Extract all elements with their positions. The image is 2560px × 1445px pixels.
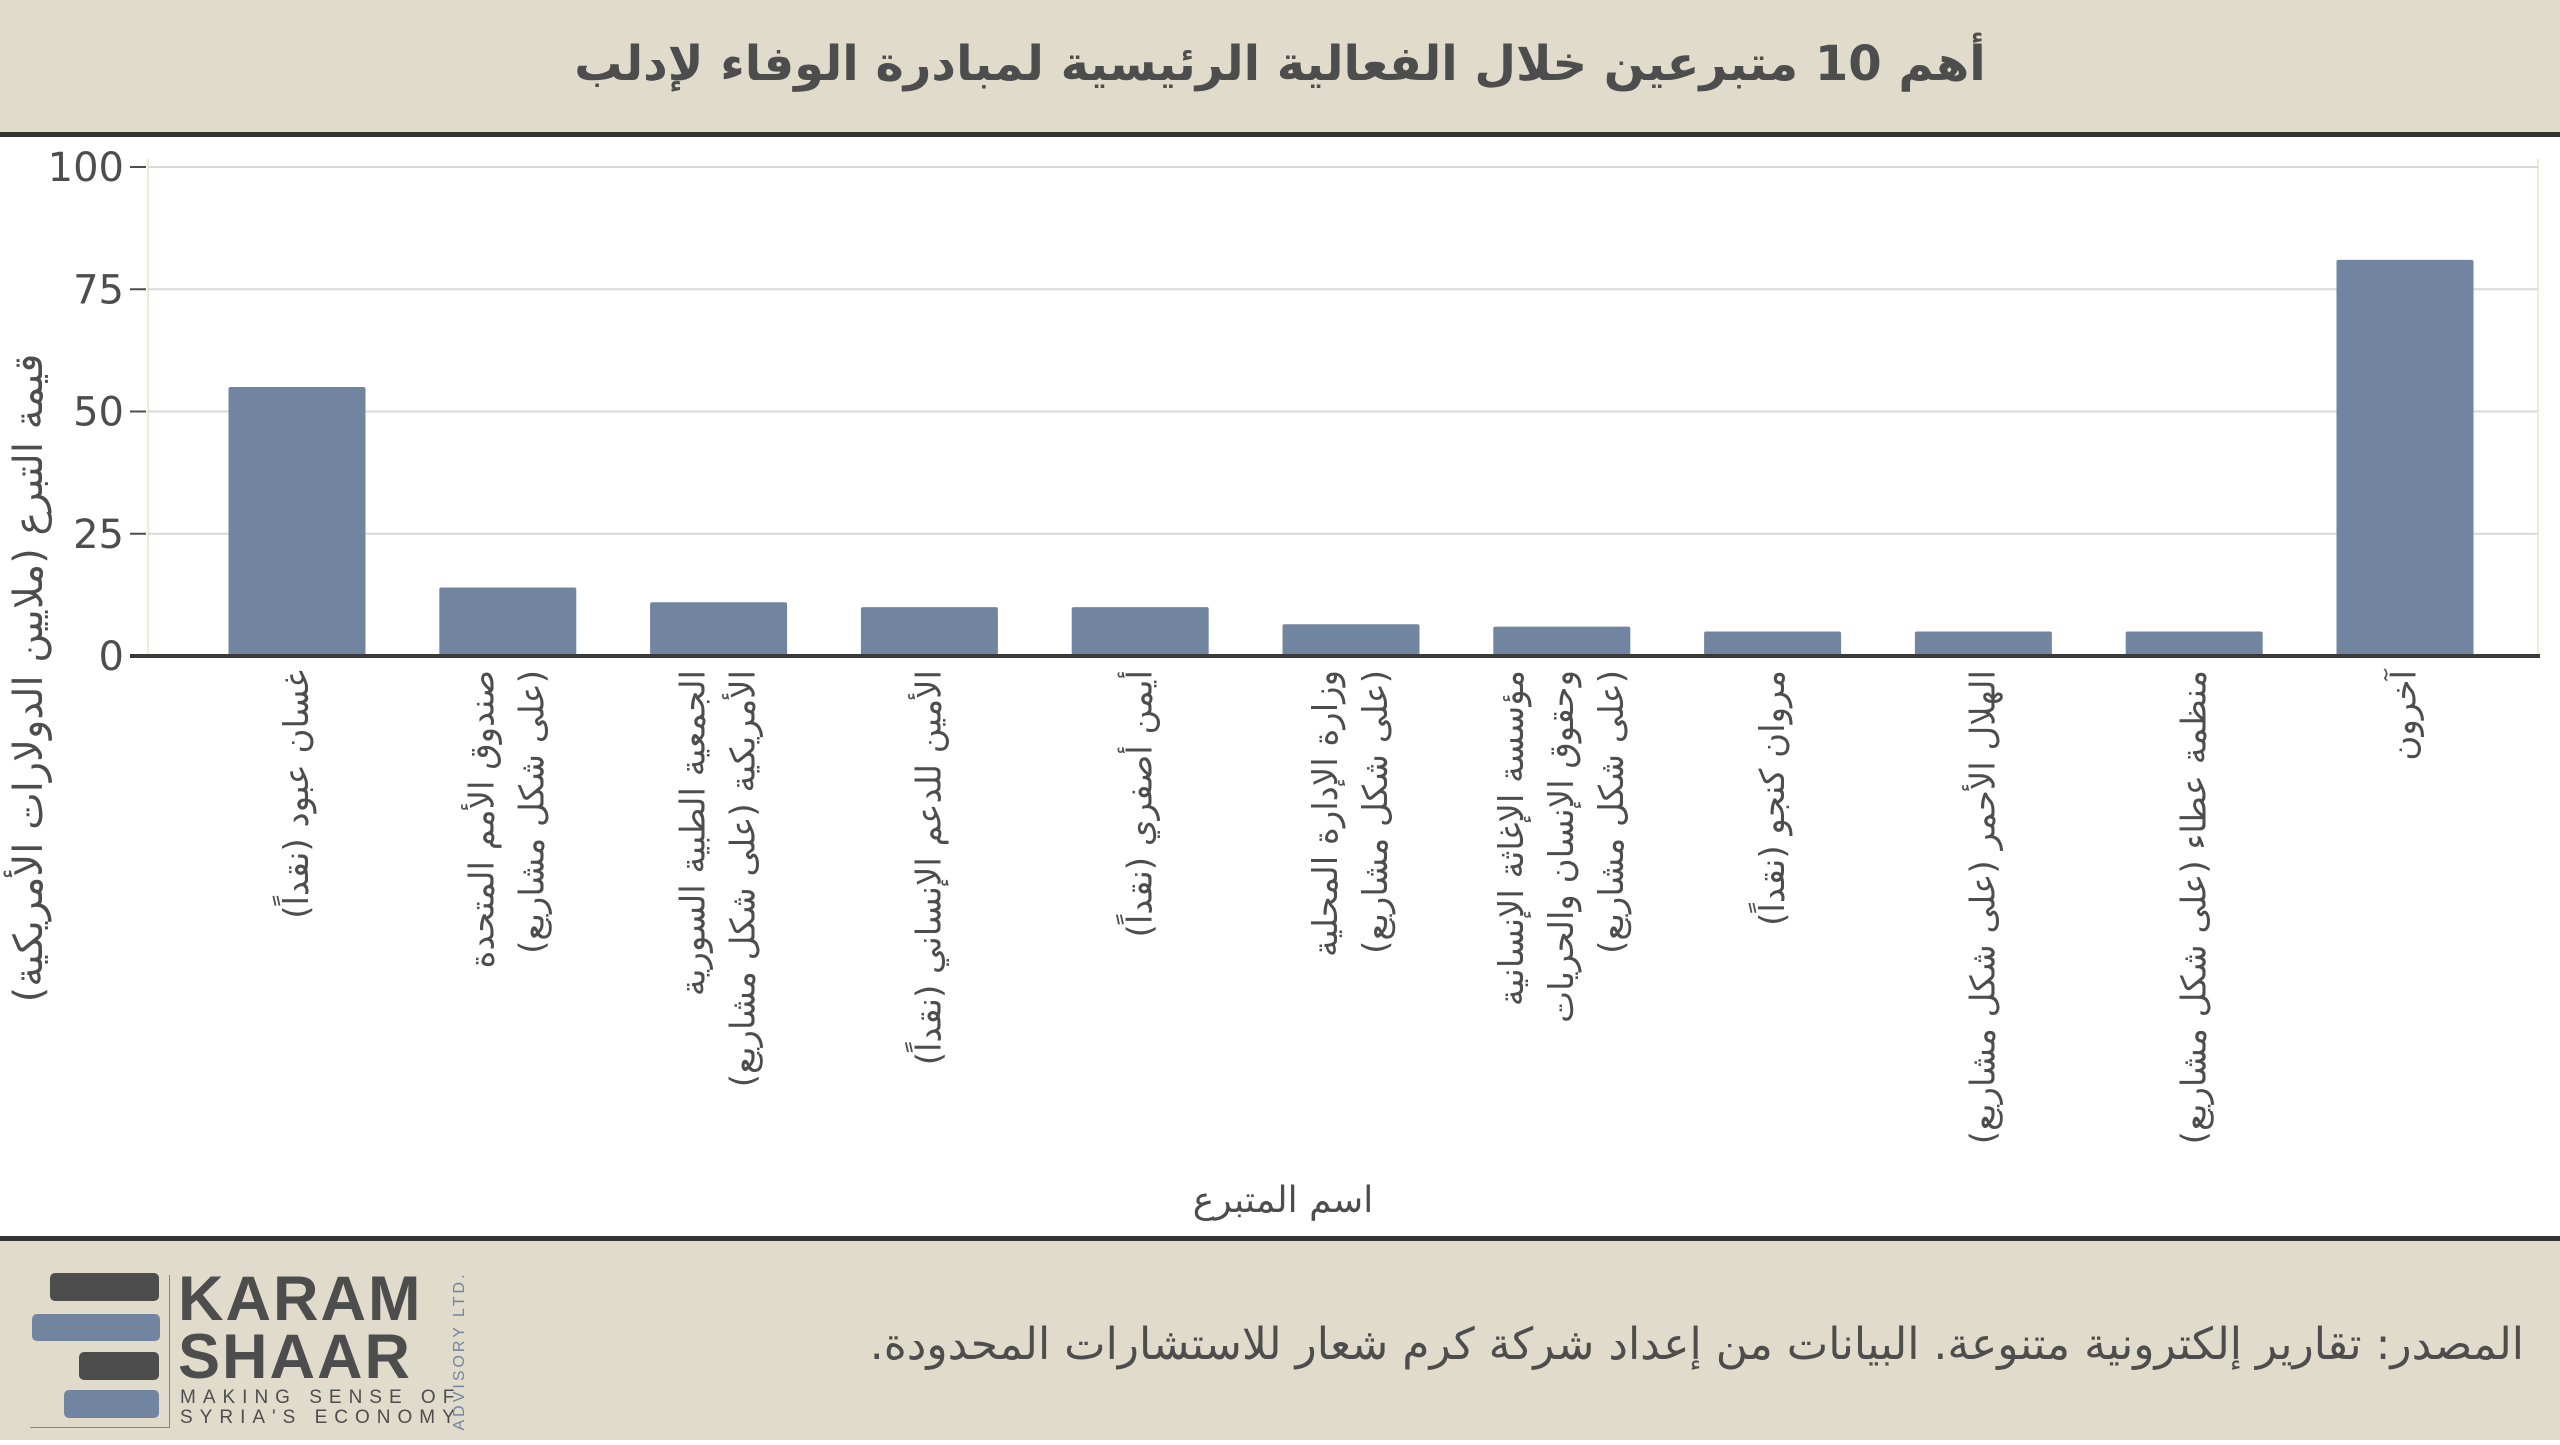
x-tick-label-line: صندوق الأمم المتحدة [462,670,503,969]
logo-karam: KARAM [178,1264,423,1334]
x-tick-label-text: صندوق الأمم المتحدة (على شكل مشاريع) [458,670,558,968]
logo-bar-3 [79,1352,159,1380]
logo-bar-4 [64,1390,159,1418]
y-tick-label: 100 [48,145,124,191]
footer: KARAM SHAAR MAKING SENSE OF SYRIA'S ECON… [0,1236,2560,1440]
bar [228,387,366,656]
bar [860,607,998,656]
x-tick-label-line: أيمن أصفري (نقداً) [1120,670,1161,938]
x-tick-label-text: مروان كنجو (نقداً) [1748,670,1798,926]
x-tick-label-text: الأمين للدعم الإنساني (نقداً) [904,670,954,1065]
x-tick-label-line: (على شكل مشاريع) [1356,670,1396,954]
x-tick-label-line: (على شكل مشاريع) [1591,670,1632,954]
x-tick-label-text: غسان عبود (نقداً) [272,670,322,919]
x-tick-label-line: الجمعية الطبية السورية [673,670,714,997]
y-tick-label: 0 [99,634,124,680]
x-tick-label-line: غسان عبود (نقداً) [277,670,317,919]
logo: KARAM SHAAR MAKING SENSE OF SYRIA'S ECON… [0,1241,500,1445]
x-tick-label-line: (على شكل مشاريع) [512,670,553,954]
chart-header: أهم 10 متبرعين خلال الفعالية الرئيسية لم… [0,0,2560,137]
bar [650,602,788,656]
x-tick-label-text: الهلال الأحمر (على شكل مشاريع) [1958,670,2008,1144]
x-tick-label-text: الجمعية الطبية السورية الأمريكية (على شكل… [669,670,769,1087]
chart-title: أهم 10 متبرعين خلال الفعالية الرئيسية لم… [574,36,1986,92]
logo-advisory: ADVISORY LTD. [451,1271,468,1431]
logo-bar-1 [50,1273,159,1301]
logo-tagline-1: MAKING SENSE OF [180,1387,462,1408]
logo-shaar: SHAAR [178,1322,413,1392]
x-tick-label-line: الأمين للدعم الإنساني (نقداً) [909,670,950,1066]
bar [1071,607,1209,656]
bar [1914,631,2052,656]
logo-divider-h [30,1427,170,1428]
x-tick-label-text: مؤسسة الإغاثة الإنسانية وحقوق الإنسان وال… [1487,670,1637,1023]
bar [2336,259,2474,656]
bar [1282,624,1420,656]
x-tick-label-line: آخرون [2385,670,2425,761]
x-tick-label-line: الأمريكية (على شكل مشاريع) [723,670,764,1088]
bar [1493,626,1631,656]
source-note: المصدر: تقارير إلكترونية متنوعة. البيانا… [869,1319,2524,1370]
y-tick-label: 25 [73,512,124,558]
x-tick-label-text: وزارة الإدارة المحلية (على شكل مشاريع) [1301,670,1401,957]
logo-divider-v [169,1275,170,1427]
plot-area: 0 25 50 75 100 قيمة التبرع (ملايين الدولارات… [0,137,2560,1236]
bar [2125,631,2263,656]
x-tick-label-text: آخرون [2380,670,2430,761]
x-tick-label-line: مروان كنجو (نقداً) [1752,670,1793,926]
x-axis-title: اسم المتبرع [1192,1180,1374,1221]
bar [1704,631,1842,656]
x-tick-label-text: منظمة عطاء (على شكل مشاريع) [2169,670,2219,1144]
x-tick-label-line: منظمة عطاء (على شكل مشاريع) [2174,670,2215,1145]
logo-bar-2 [32,1314,160,1341]
bar-chart: 0 25 50 75 100 [48,145,2540,680]
logo-tagline-2: SYRIA'S ECONOMY [180,1407,462,1428]
y-tick-label: 75 [73,267,124,313]
x-tick-label-line: وحقوق الإنسان والحريات [1541,670,1582,1023]
x-tick-label-line: الهلال الأحمر (على شكل مشاريع) [1963,670,2004,1145]
x-tick-label-text: أيمن أصفري (نقداً) [1115,670,1165,937]
x-tick-label-line: مؤسسة الإغاثة الإنسانية [1491,670,1532,1007]
y-axis-title: قيمة التبرع (ملايين الدولارات الأمريكية) [6,353,52,1003]
x-tick-label-line: وزارة الإدارة المحلية [1306,670,1346,957]
y-tick-label: 50 [73,390,124,436]
bar [439,587,577,656]
